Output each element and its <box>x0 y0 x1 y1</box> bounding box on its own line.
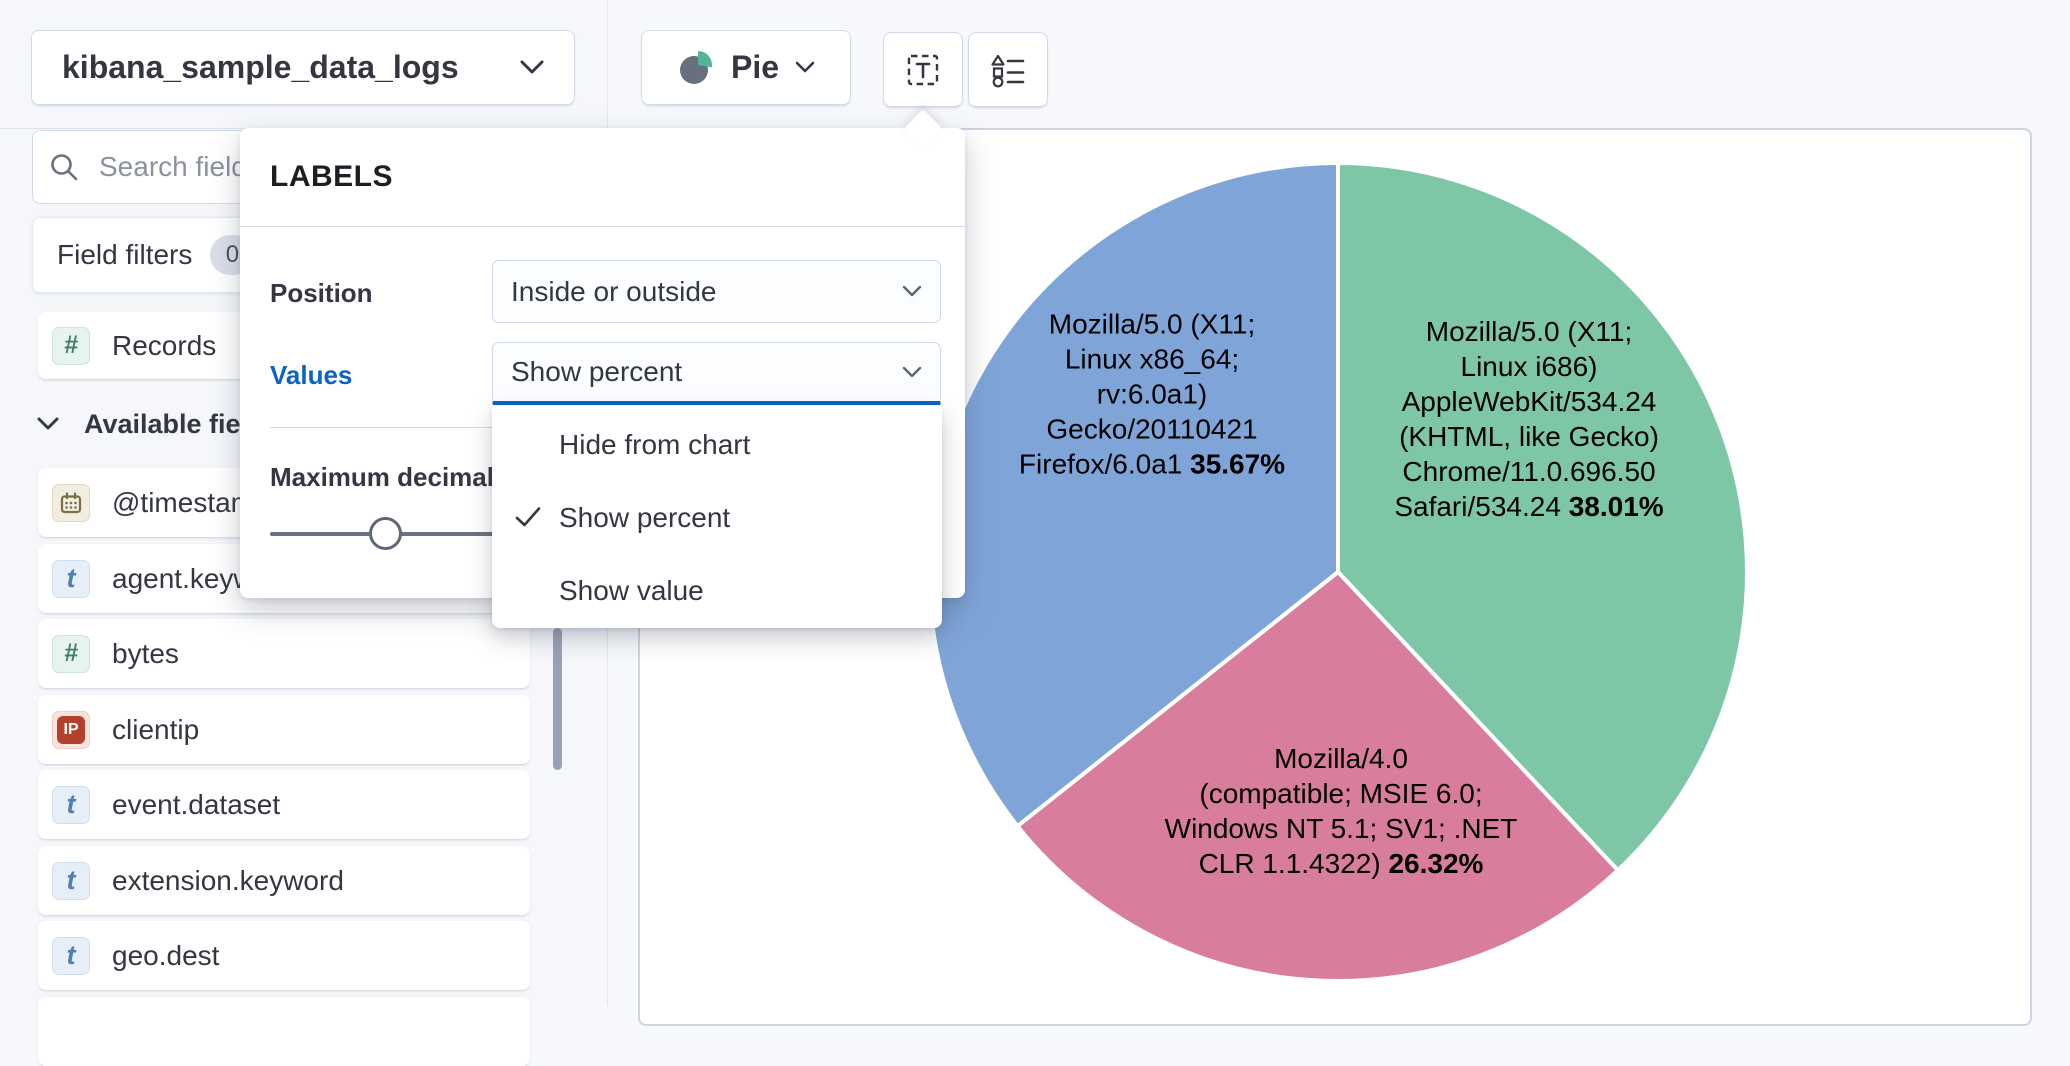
chart-type-selector[interactable]: Pie <box>641 30 851 105</box>
field-name: geo.dest <box>112 939 220 971</box>
index-pattern-label: kibana_sample_data_logs <box>62 49 459 85</box>
chevron-down-icon <box>795 61 815 73</box>
position-select[interactable]: Inside or outside <box>492 260 941 323</box>
values-label: Values <box>270 360 353 390</box>
chevron-down-icon <box>37 417 59 430</box>
chart-type-label: Pie <box>730 49 780 85</box>
field-name: bytes <box>112 637 179 669</box>
field-item-clientip[interactable]: IP clientip <box>38 695 530 764</box>
chevron-down-icon <box>520 60 544 74</box>
values-dropdown-list: Hide from chart Show percent Show value <box>492 406 942 628</box>
chevron-down-icon <box>902 285 922 297</box>
decimals-slider-thumb[interactable] <box>369 517 402 550</box>
pie-chart <box>927 161 1749 983</box>
field-name: event.dataset <box>112 788 281 820</box>
values-select-value: Show percent <box>511 356 683 387</box>
letter-t-icon: t <box>52 785 90 824</box>
hash-icon: # <box>52 326 90 365</box>
letter-t-icon: t <box>52 559 90 598</box>
field-list-scrollbar[interactable] <box>553 628 562 770</box>
option-show-percent[interactable]: Show percent <box>492 481 942 554</box>
popover-arrow <box>903 109 943 149</box>
field-filters-label: Field filters <box>57 239 193 270</box>
popover-title: LABELS <box>270 160 393 193</box>
records-label: Records <box>112 329 217 361</box>
check-icon <box>515 507 541 527</box>
pie-slice[interactable] <box>927 161 1340 829</box>
legend-settings-button[interactable] <box>968 32 1048 107</box>
pie-slice[interactable] <box>1336 161 1749 873</box>
calendar-icon <box>52 483 90 522</box>
index-pattern-selector[interactable]: kibana_sample_data_logs <box>31 30 575 105</box>
pie-chart-icon <box>679 50 712 84</box>
values-select[interactable]: Show percent <box>492 342 941 405</box>
pie-slice[interactable] <box>1015 570 1620 983</box>
position-label: Position <box>270 278 373 308</box>
field-item-bytes[interactable]: # bytes <box>38 619 530 688</box>
letter-t-icon: t <box>52 936 90 975</box>
labels-settings-button[interactable] <box>883 32 963 107</box>
chevron-down-icon <box>902 366 922 377</box>
field-item-event.dataset[interactable]: t event.dataset <box>38 770 530 839</box>
letter-t-icon: t <box>52 861 90 900</box>
field-name: clientip <box>112 713 200 745</box>
list-item-partial[interactable] <box>38 997 530 1066</box>
legend-list-icon <box>991 54 1025 87</box>
kibana-lens-editor: { "top_bar": { "index_pattern": "kibana_… <box>0 0 2032 1026</box>
text-labels-icon <box>907 54 939 85</box>
ip-badge-icon: IP <box>52 710 90 749</box>
field-item-extension.keyword[interactable]: t extension.keyword <box>38 846 530 915</box>
field-name: extension.keyword <box>112 864 344 896</box>
hash-icon: # <box>52 634 90 673</box>
position-select-value: Inside or outside <box>511 275 717 307</box>
option-show-value[interactable]: Show value <box>559 574 704 606</box>
search-icon <box>51 154 78 181</box>
popover-divider <box>240 226 965 227</box>
option-hide-from-chart[interactable]: Hide from chart <box>559 428 751 460</box>
field-item-geo.dest[interactable]: t geo.dest <box>38 921 530 990</box>
